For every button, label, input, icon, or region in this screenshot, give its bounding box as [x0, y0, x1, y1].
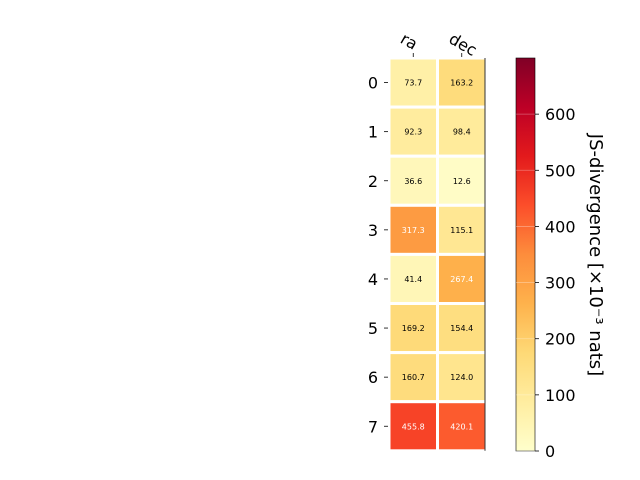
colorbar-tick-label: 0: [545, 442, 555, 461]
cell-value-label: 124.0: [450, 373, 473, 382]
cell-value-label: 317.3: [402, 226, 425, 235]
colorbar-label: JS-divergence [×10⁻³ nats]: [585, 133, 606, 376]
colorbar-tick-label: 200: [545, 330, 576, 349]
cell-value-label: 98.4: [453, 128, 471, 137]
cell-value-label: 73.7: [404, 79, 422, 88]
cell-value-label: 41.4: [404, 275, 422, 284]
heatmap-cell: [436, 154, 488, 207]
column-label: dec: [446, 29, 480, 60]
heatmap-cell: [436, 105, 488, 158]
heatmap-cell: [436, 400, 488, 453]
row-label: 7: [368, 417, 378, 436]
row-label: 3: [368, 221, 378, 240]
cell-value-label: 154.4: [450, 324, 473, 333]
colorbar-tick-label: 400: [545, 217, 576, 236]
colorbar-tick-label: 100: [545, 386, 576, 405]
row-label: 6: [368, 368, 378, 387]
cell-value-label: 420.1: [450, 422, 473, 431]
cell-value-label: 163.2: [450, 79, 473, 88]
row-label: 0: [368, 74, 378, 93]
row-label: 4: [368, 270, 378, 289]
cell-value-label: 169.2: [402, 324, 425, 333]
heatmap-cell: [436, 203, 488, 256]
colorbar-tick-label: 500: [545, 161, 576, 180]
row-label: 1: [368, 123, 378, 142]
colorbar-tick-label: 600: [545, 105, 576, 124]
cell-value-label: 115.1: [450, 226, 473, 235]
colorbar: 0 100 200 300 400 500 600: [515, 57, 576, 461]
colorbar-gradient: [515, 57, 536, 452]
cell-value-label: 12.6: [453, 177, 471, 186]
row-label: 2: [368, 172, 378, 191]
heatmap-cell: [436, 252, 488, 305]
cell-value-label: 160.7: [402, 373, 425, 382]
heatmap-grid: 73.7 163.2 92.3 98.4 36.6 12.6 317.3 115.1 41.4 2…: [368, 29, 488, 453]
column-label: ra: [397, 29, 421, 54]
colorbar-tick-label: 300: [545, 274, 576, 293]
row-label: 5: [368, 319, 378, 338]
cell-value-label: 36.6: [404, 177, 422, 186]
cell-value-label: 455.8: [402, 422, 425, 431]
cell-value-label: 267.4: [450, 275, 473, 284]
cell-value-label: 92.3: [404, 128, 422, 137]
